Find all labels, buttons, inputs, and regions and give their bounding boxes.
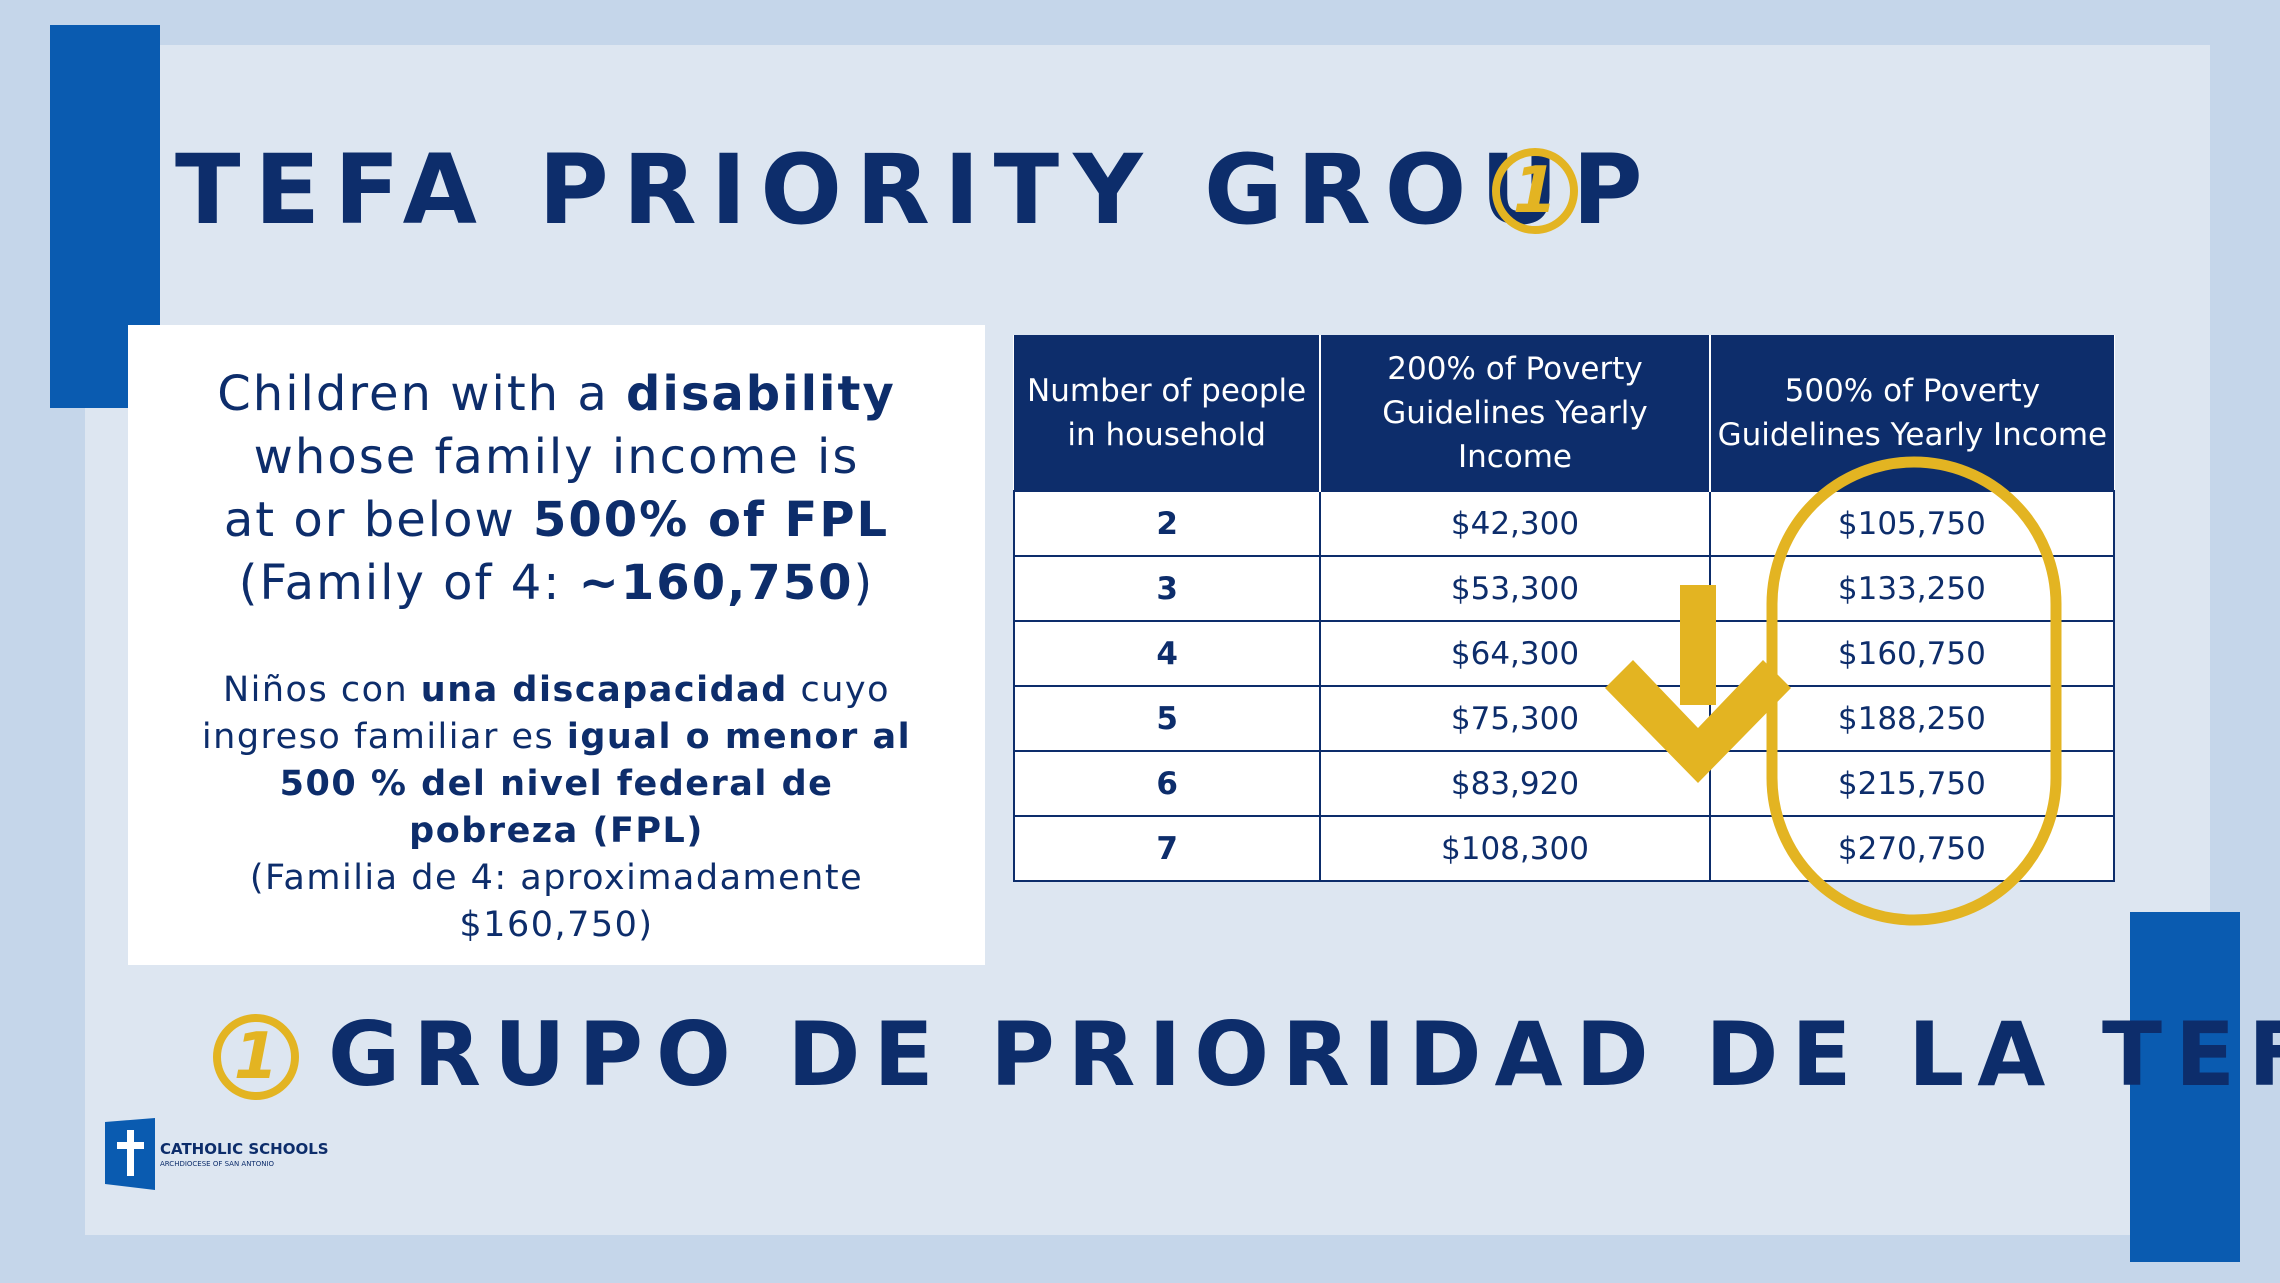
- title: TEFA PRIORITY GROUP: [175, 134, 1657, 246]
- text-line: at or below 500% of FPL: [128, 489, 985, 552]
- text-line: (Family of 4: ~160,750): [128, 552, 985, 615]
- text: ): [853, 555, 875, 611]
- text-line: 500 % del nivel federal de: [128, 761, 985, 808]
- column-header: Number of people in household: [1014, 335, 1321, 491]
- bold-text: ~160,750: [578, 555, 854, 611]
- income-cell: $108,300: [1319, 815, 1711, 882]
- bold-text: pobreza (FPL): [409, 811, 704, 851]
- bold-text: 500 % del nivel federal de: [279, 764, 834, 804]
- text-line: (Familia de 4: aproximadamente: [128, 855, 985, 902]
- income-table: Number of people in household 200% of Pov…: [1012, 335, 2116, 882]
- household-size: 2: [1012, 490, 1322, 557]
- household-size: 7: [1012, 815, 1322, 882]
- english-text: Children with a disability whose family i…: [128, 363, 985, 615]
- spanish-text: Niños con una discapacidad cuyo ingreso f…: [128, 667, 985, 949]
- highlight-oval: [1766, 456, 2062, 926]
- household-size: 5: [1012, 685, 1322, 752]
- logo-subtitle: ARCHDIOCESE OF SAN ANTONIO: [160, 1160, 275, 1168]
- text-line: $160,750): [128, 902, 985, 949]
- arrow-shaft: [1680, 585, 1716, 705]
- bold-text: igual o menor al: [566, 717, 912, 757]
- text-line: whose family income is: [128, 426, 985, 489]
- text: at or below: [223, 492, 533, 548]
- badge: 1: [213, 1014, 299, 1100]
- footer-title: GRUPO DE PRIORIDAD DE LA TEFA: [328, 1003, 2280, 1106]
- logo-name: CATHOLIC SCHOOLS: [160, 1140, 329, 1158]
- text: (Familia de 4: aproximadamente: [249, 858, 864, 898]
- text-line: Children with a disability: [128, 363, 985, 426]
- badge: 1: [1492, 148, 1578, 234]
- household-size: 4: [1012, 620, 1322, 687]
- text-line: ingreso familiar es igual o menor al: [128, 714, 985, 761]
- income-cell: $53,300: [1319, 555, 1711, 622]
- logo-icon: [105, 1118, 155, 1190]
- text: $160,750): [459, 905, 654, 945]
- bold-text: 500% of FPL: [532, 492, 890, 548]
- description-card: Children with a disability whose family i…: [128, 325, 985, 965]
- text: cuyo: [787, 670, 891, 710]
- bold-text: disability: [626, 366, 896, 422]
- bold-text: una discapacidad: [420, 670, 788, 710]
- text: whose family income is: [253, 429, 860, 485]
- text-line: Niños con una discapacidad cuyo: [128, 667, 985, 714]
- text-line: pobreza (FPL): [128, 808, 985, 855]
- accent-bar: [2130, 912, 2240, 1262]
- text: Niños con: [222, 670, 421, 710]
- income-cell: $42,300: [1319, 490, 1711, 557]
- text: ingreso familiar es: [201, 717, 567, 757]
- table-row: 7 $108,300 $270,750: [1012, 815, 2116, 882]
- table-row: 3 $53,300 $133,250: [1012, 555, 2116, 622]
- household-size: 6: [1012, 750, 1322, 817]
- table-row: 2 $42,300 $105,750: [1012, 490, 2116, 557]
- text: Children with a: [217, 366, 626, 422]
- household-size: 3: [1012, 555, 1322, 622]
- income-cell: $83,920: [1319, 750, 1711, 817]
- column-header: 200% of Poverty Guidelines Yearly Income: [1319, 335, 1710, 491]
- text: (Family of 4:: [238, 555, 579, 611]
- arrow-head: [1605, 660, 1791, 783]
- income-cell: $105,750: [1708, 490, 2116, 557]
